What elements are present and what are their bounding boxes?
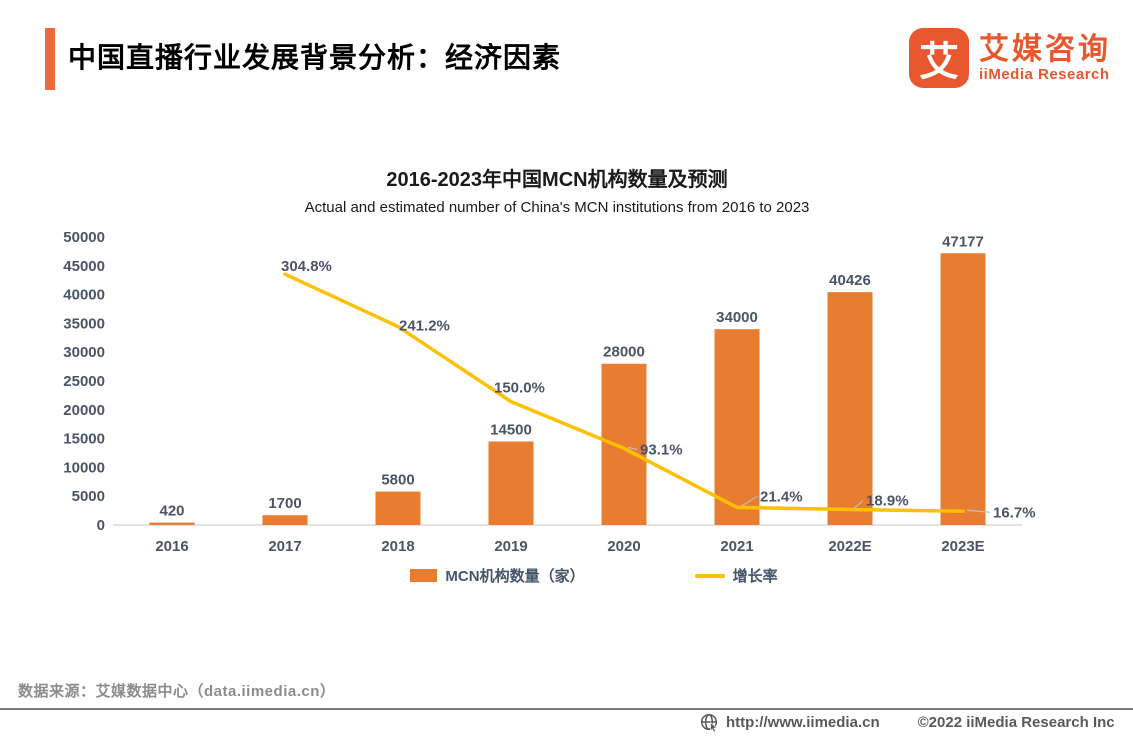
globe-cursor-icon xyxy=(700,713,718,732)
chart-subtitle: Actual and estimated number of China's M… xyxy=(304,199,810,216)
svg-text:35000: 35000 xyxy=(63,315,105,332)
svg-text:420: 420 xyxy=(159,503,184,520)
chart-title: 2016-2023年中国MCN机构数量及预测 xyxy=(386,169,728,191)
svg-text:10000: 10000 xyxy=(63,459,105,476)
page-title: 中国直播行业发展背景分析：经济因素 xyxy=(68,42,562,73)
svg-text:21.4%: 21.4% xyxy=(760,488,803,505)
brand-logo: 艾 艾媒咨询 iiMedia Research xyxy=(909,28,1111,88)
svg-text:150.0%: 150.0% xyxy=(494,380,545,397)
mcn-bar-line-chart: 0 5000 10000 15000 20000 25000 30000 35000 40000… xyxy=(0,225,1133,560)
brand-name-cn: 艾媒咨询 xyxy=(979,33,1111,66)
svg-text:16.7%: 16.7% xyxy=(993,504,1036,521)
svg-text:2021: 2021 xyxy=(720,538,753,555)
svg-text:18.9%: 18.9% xyxy=(866,492,909,509)
data-source-note: 数据来源：艾媒数据中心（data.iimedia.cn） xyxy=(18,683,336,700)
brand-text: 艾媒咨询 iiMedia Research xyxy=(979,33,1111,83)
legend-item-line: 增长率 xyxy=(694,565,778,586)
svg-text:2022E: 2022E xyxy=(828,538,871,555)
svg-text:15000: 15000 xyxy=(63,431,105,448)
legend-label-bars: MCN机构数量（家） xyxy=(445,568,585,585)
svg-text:20000: 20000 xyxy=(63,402,105,419)
header-accent-bar xyxy=(45,28,55,90)
svg-text:28000: 28000 xyxy=(603,344,645,361)
svg-text:2018: 2018 xyxy=(381,538,414,555)
svg-text:30000: 30000 xyxy=(63,344,105,361)
svg-text:40426: 40426 xyxy=(829,272,871,289)
bar-series-swatch-icon xyxy=(410,569,438,582)
iimedia-logo-icon: 艾 xyxy=(909,28,969,88)
svg-text:0: 0 xyxy=(97,517,105,534)
svg-text:2020: 2020 xyxy=(607,538,640,555)
line-series-swatch-icon xyxy=(694,573,725,578)
svg-text:5000: 5000 xyxy=(72,488,105,505)
svg-text:45000: 45000 xyxy=(63,258,105,275)
copyright-text: ©2022 iiMedia Research Inc xyxy=(917,714,1115,731)
footer-divider xyxy=(0,708,1133,710)
svg-text:241.2%: 241.2% xyxy=(399,318,450,335)
svg-text:34000: 34000 xyxy=(716,309,758,326)
legend-item-bars: MCN机构数量（家） xyxy=(410,565,585,586)
svg-text:14500: 14500 xyxy=(490,421,532,438)
svg-text:2023E: 2023E xyxy=(941,538,984,555)
chart-legend: MCN机构数量（家） 增长率 xyxy=(0,565,1133,586)
svg-text:40000: 40000 xyxy=(63,287,105,304)
chart-canvas: 0 5000 10000 15000 20000 25000 30000 35000 40000… xyxy=(63,229,1036,555)
website-link[interactable]: http://www.iimedia.cn xyxy=(726,714,880,731)
footer-bar: http://www.iimedia.cn ©2022 iiMedia Rese… xyxy=(700,713,1115,732)
svg-text:2016: 2016 xyxy=(155,538,188,555)
svg-text:1700: 1700 xyxy=(268,495,301,512)
legend-label-line: 增长率 xyxy=(732,568,778,585)
svg-text:47177: 47177 xyxy=(942,233,984,250)
svg-text:25000: 25000 xyxy=(63,373,105,390)
svg-text:5800: 5800 xyxy=(381,472,414,489)
svg-text:2019: 2019 xyxy=(494,538,527,555)
svg-text:2017: 2017 xyxy=(268,538,301,555)
svg-text:50000: 50000 xyxy=(63,229,105,246)
svg-text:304.8%: 304.8% xyxy=(281,258,332,275)
brand-name-en: iiMedia Research xyxy=(979,66,1110,83)
svg-text:93.1%: 93.1% xyxy=(640,441,683,458)
